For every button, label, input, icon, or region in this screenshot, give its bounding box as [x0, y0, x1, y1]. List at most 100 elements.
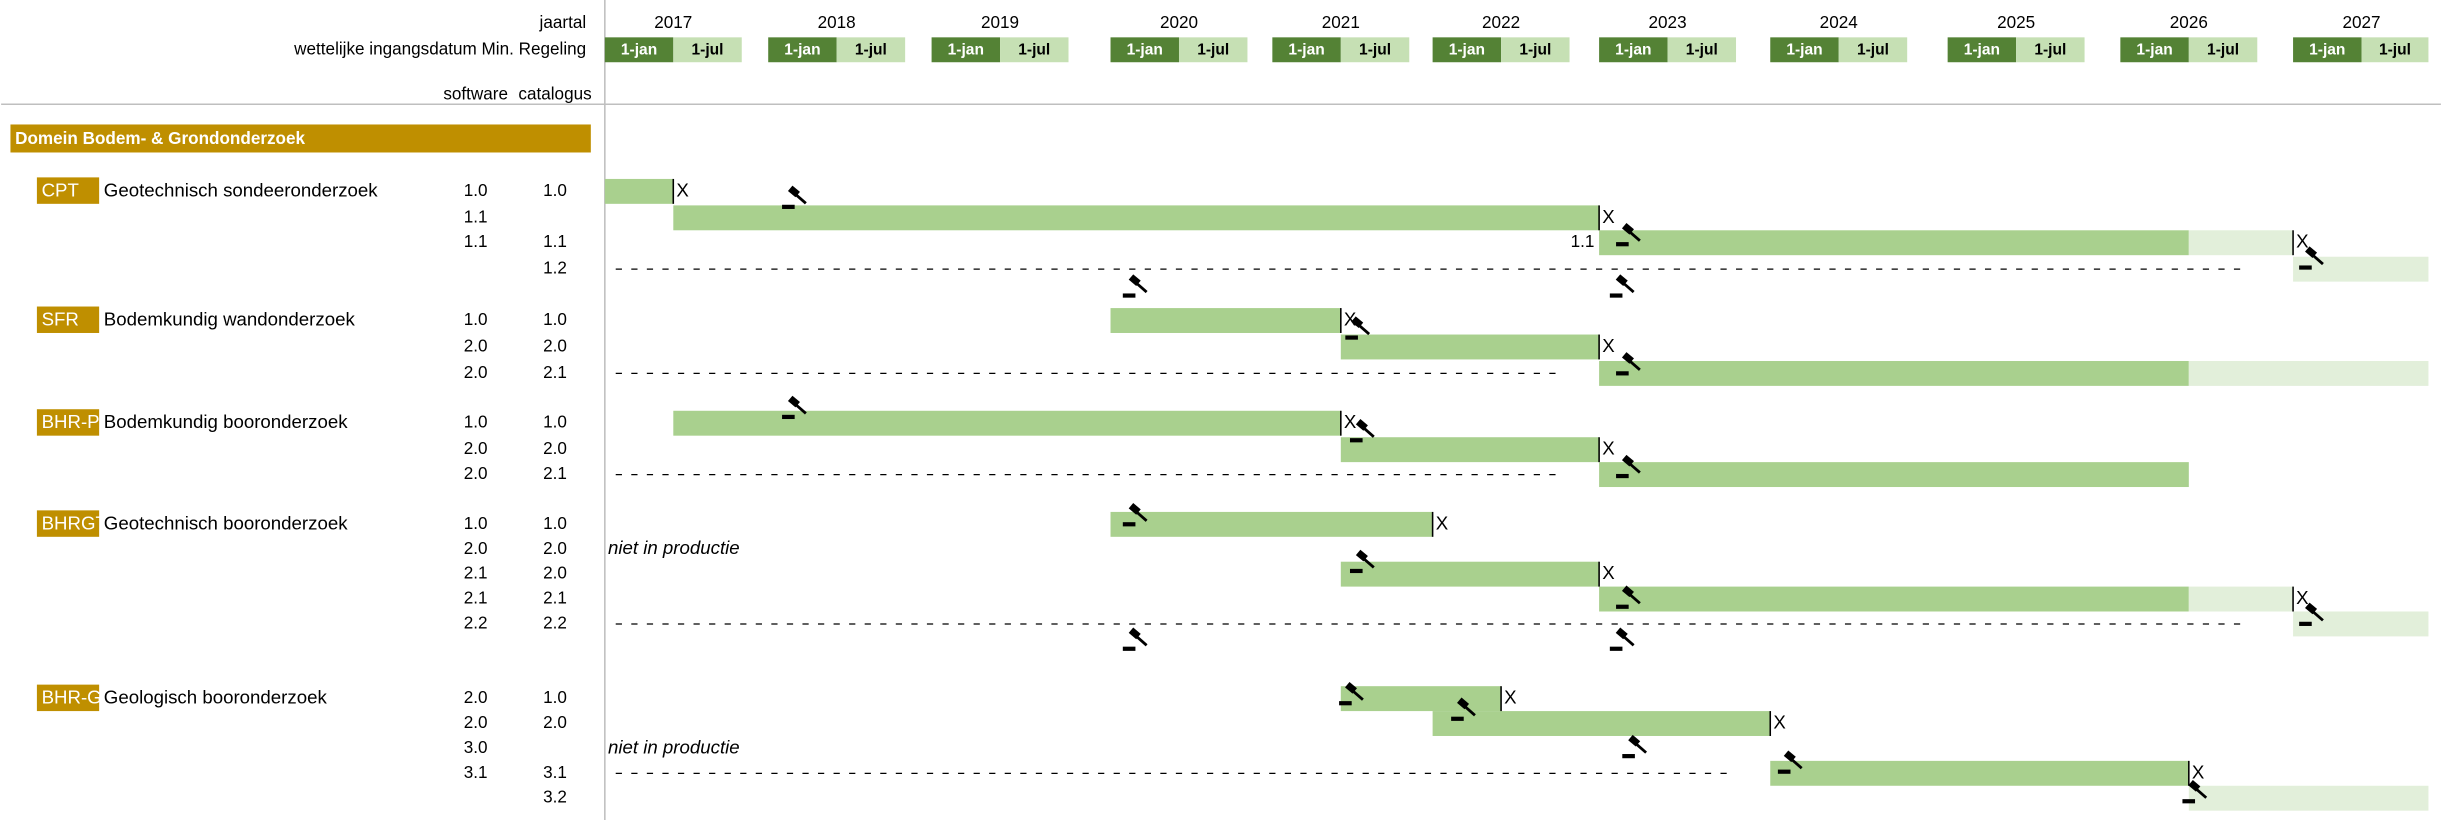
gavel-icon	[1121, 273, 1149, 300]
active-bar	[1599, 360, 2189, 386]
software-label: software	[443, 84, 508, 103]
half-label: 1-jan	[1127, 42, 1163, 59]
half-cell	[604, 37, 674, 63]
code-box	[36, 684, 100, 712]
software-version: 2.1	[464, 564, 488, 583]
end-marker: X	[1504, 687, 1517, 708]
half-label: 1-jan	[2309, 42, 2345, 59]
year: 2026	[2170, 13, 2208, 32]
half-label: 1-jul	[1197, 42, 1229, 59]
software-version: 2.2	[464, 613, 488, 632]
date-label: wettelijke ingangsdatum Min. Regeling	[293, 39, 586, 58]
half-label: 1-jan	[1615, 42, 1651, 59]
software-version: 1.0	[464, 413, 488, 432]
year-label: jaartal	[539, 13, 587, 32]
software-version: 2.0	[464, 713, 488, 732]
status-note: niet in productie	[608, 736, 740, 757]
catalogus-version: 1.0	[543, 413, 567, 432]
future-bar	[2188, 785, 2429, 811]
software-version: 2.0	[464, 336, 488, 355]
active-bar	[1599, 230, 2189, 256]
half-label: 1-jan	[1786, 42, 1822, 59]
half-label: 1-jul	[1686, 42, 1718, 59]
half-label: 1-jul	[1519, 42, 1551, 59]
software-version: 1.0	[464, 310, 488, 329]
name: Bodemkundig wandonderzoek	[104, 308, 356, 329]
half-cell	[1838, 37, 1908, 63]
half-label: 1-jan	[621, 42, 657, 59]
catalogus-version: 2.0	[543, 564, 567, 583]
section-bar	[10, 124, 591, 153]
half-cell	[1599, 37, 1668, 63]
gavel-icon	[1620, 734, 1648, 760]
name: Geotechnisch sondeeronderzoek	[104, 179, 378, 200]
software-version: 2.0	[464, 464, 488, 483]
half-label: 1-jan	[948, 42, 984, 59]
half-cell	[1340, 37, 1410, 63]
version-note: 1.1	[1571, 232, 1595, 251]
half-label: 1-jul	[1359, 42, 1391, 59]
end-marker: X	[1602, 206, 1615, 227]
catalogus-version: 2.1	[543, 464, 567, 483]
future-bar	[2188, 586, 2294, 612]
software-version: 3.1	[464, 763, 488, 782]
half-cell	[2293, 37, 2362, 63]
year: 2022	[1482, 13, 1520, 32]
active-bar	[1432, 711, 1771, 736]
half-cell	[1770, 37, 1839, 63]
name: Geologisch booronderzoek	[104, 687, 328, 708]
year: 2027	[2343, 13, 2381, 32]
half-label: 1-jan	[1449, 42, 1485, 59]
catalogus-version: 2.1	[543, 589, 567, 608]
code: BHR-G	[42, 687, 102, 708]
half-label: 1-jan	[1964, 42, 2000, 59]
catalogus-version: 2.2	[543, 613, 567, 632]
half-label: 1-jan	[1288, 42, 1324, 59]
software-version: 2.0	[464, 363, 488, 382]
software-version: 1.1	[464, 207, 488, 226]
status-note: niet in productie	[608, 537, 740, 558]
catalogus-version: 2.0	[543, 539, 567, 558]
name: Geotechnisch booronderzoek	[104, 512, 348, 533]
half-cell	[1178, 37, 1248, 63]
half-label: 1-jul	[2207, 42, 2239, 59]
software-version: 1.1	[464, 232, 488, 251]
code-box	[36, 306, 100, 333]
catalogus-version: 2.0	[543, 336, 567, 355]
half-cell	[1432, 37, 1502, 63]
catalogus-version: 2.0	[543, 439, 567, 458]
end-marker: X	[1344, 411, 1357, 432]
software-version: 3.0	[464, 738, 488, 757]
half-label: 1-jan	[784, 42, 820, 59]
active-bar	[1340, 437, 1600, 463]
year: 2024	[1820, 13, 1859, 32]
half-cell	[1667, 37, 1737, 63]
year: 2025	[1997, 13, 2035, 32]
active-bar	[1340, 334, 1600, 360]
active-bar	[1340, 686, 1502, 712]
software-version: 2.0	[464, 439, 488, 458]
active-bar	[1340, 561, 1600, 587]
software-version: 1.0	[464, 181, 488, 200]
catalogus-version: 3.2	[543, 788, 567, 807]
code: SFR	[42, 308, 79, 329]
half-cell	[931, 37, 1001, 63]
catalogus-version: 3.1	[543, 763, 567, 782]
active-bar	[673, 410, 1341, 436]
code: BHRGT	[42, 512, 107, 533]
end-marker: X	[1602, 335, 1615, 356]
half-cell	[2188, 37, 2258, 63]
year: 2019	[981, 13, 1019, 32]
end-marker: X	[1773, 711, 1786, 732]
end-marker: X	[1602, 562, 1615, 583]
future-bar	[2188, 360, 2429, 386]
code: BHR-P	[42, 411, 100, 432]
half-cell	[673, 37, 742, 63]
software-version: 1.0	[464, 514, 488, 533]
catalogus-version: 2.1	[543, 363, 567, 382]
end-marker: X	[2192, 761, 2205, 782]
half-cell	[2361, 37, 2429, 63]
code: CPT	[42, 179, 79, 200]
